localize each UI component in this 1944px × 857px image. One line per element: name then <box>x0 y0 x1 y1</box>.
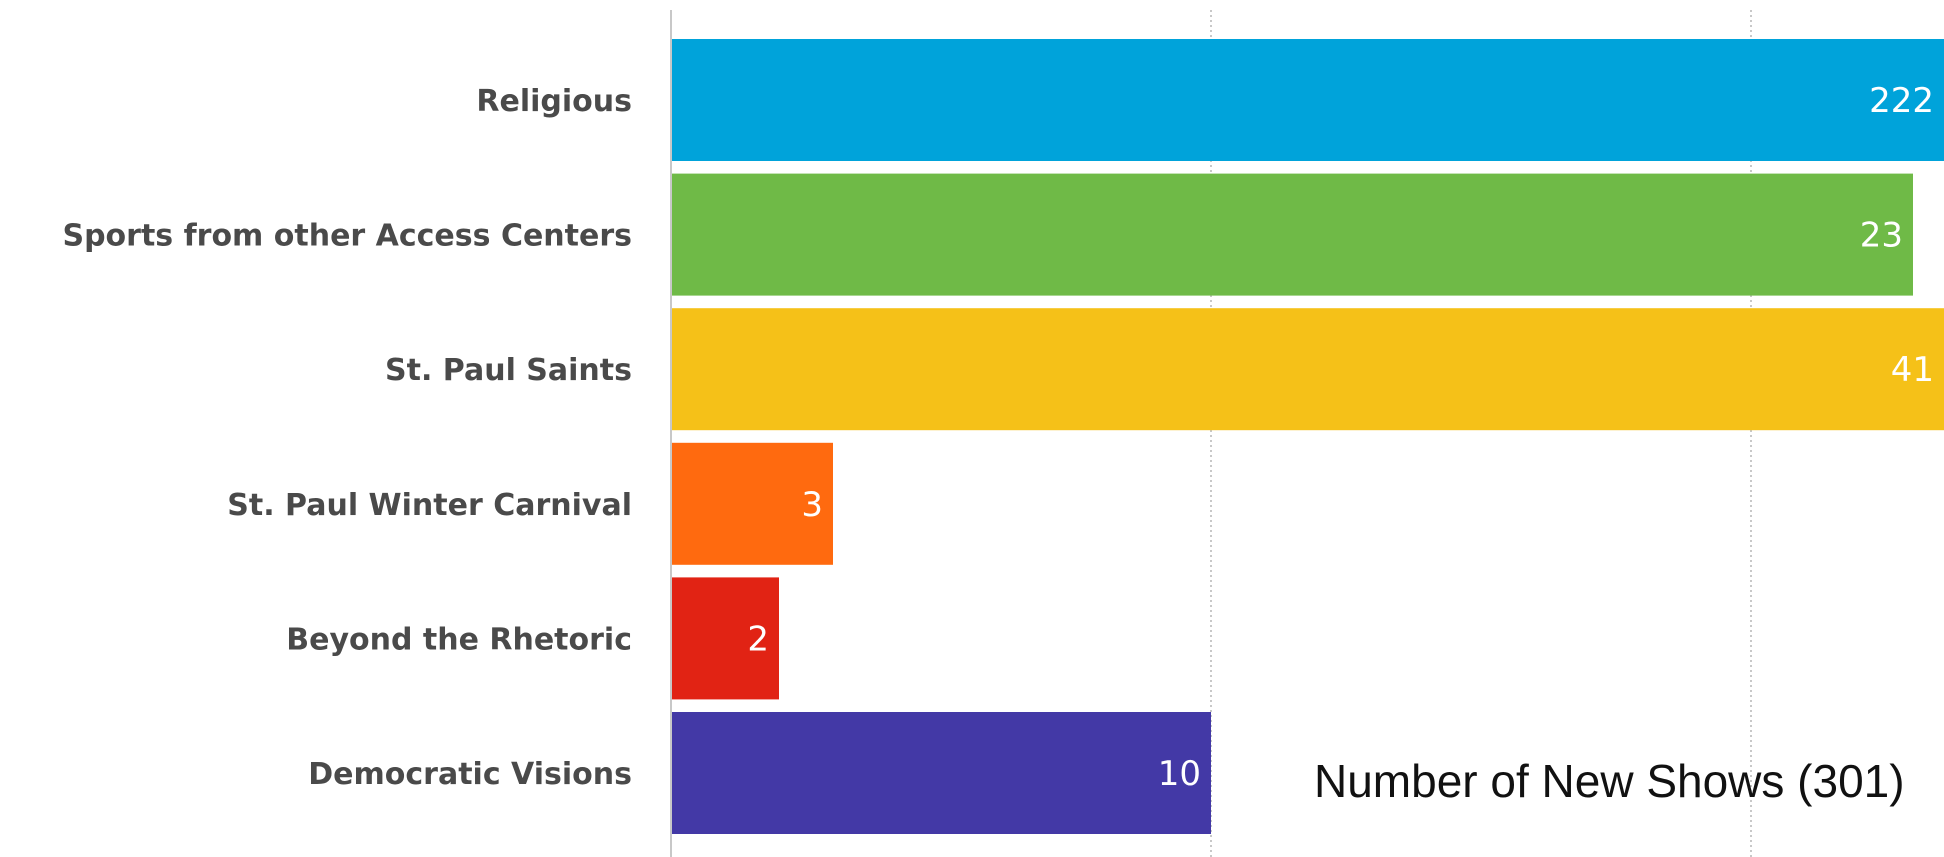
bar-4 <box>671 442 833 565</box>
bar-5 <box>671 577 779 700</box>
category-labels: Religious Sports from other Access Center… <box>62 84 632 792</box>
category-label-3: St. Paul Saints <box>385 353 632 388</box>
value-label-5: 2 <box>747 619 769 659</box>
value-label-4: 3 <box>801 485 823 525</box>
value-label-3: 41 <box>1891 350 1934 390</box>
bars: 222 23 41 3 2 10 <box>671 39 1944 834</box>
category-label-2: Sports from other Access Centers <box>62 219 632 254</box>
bar-1 <box>671 39 1944 161</box>
bar-6 <box>671 712 1211 834</box>
value-label-1: 222 <box>1869 81 1934 121</box>
category-label-5: Beyond the Rhetoric <box>286 622 632 657</box>
category-label-4: St. Paul Winter Carnival <box>227 488 632 523</box>
bar-3 <box>671 308 1944 431</box>
bar-2 <box>671 173 1913 296</box>
category-label-1: Religious <box>476 84 632 119</box>
category-label-6: Democratic Visions <box>308 757 632 792</box>
value-label-6: 10 <box>1158 754 1201 794</box>
chart-caption: Number of New Shows (301) <box>1314 755 1905 807</box>
value-label-2: 23 <box>1860 216 1903 256</box>
